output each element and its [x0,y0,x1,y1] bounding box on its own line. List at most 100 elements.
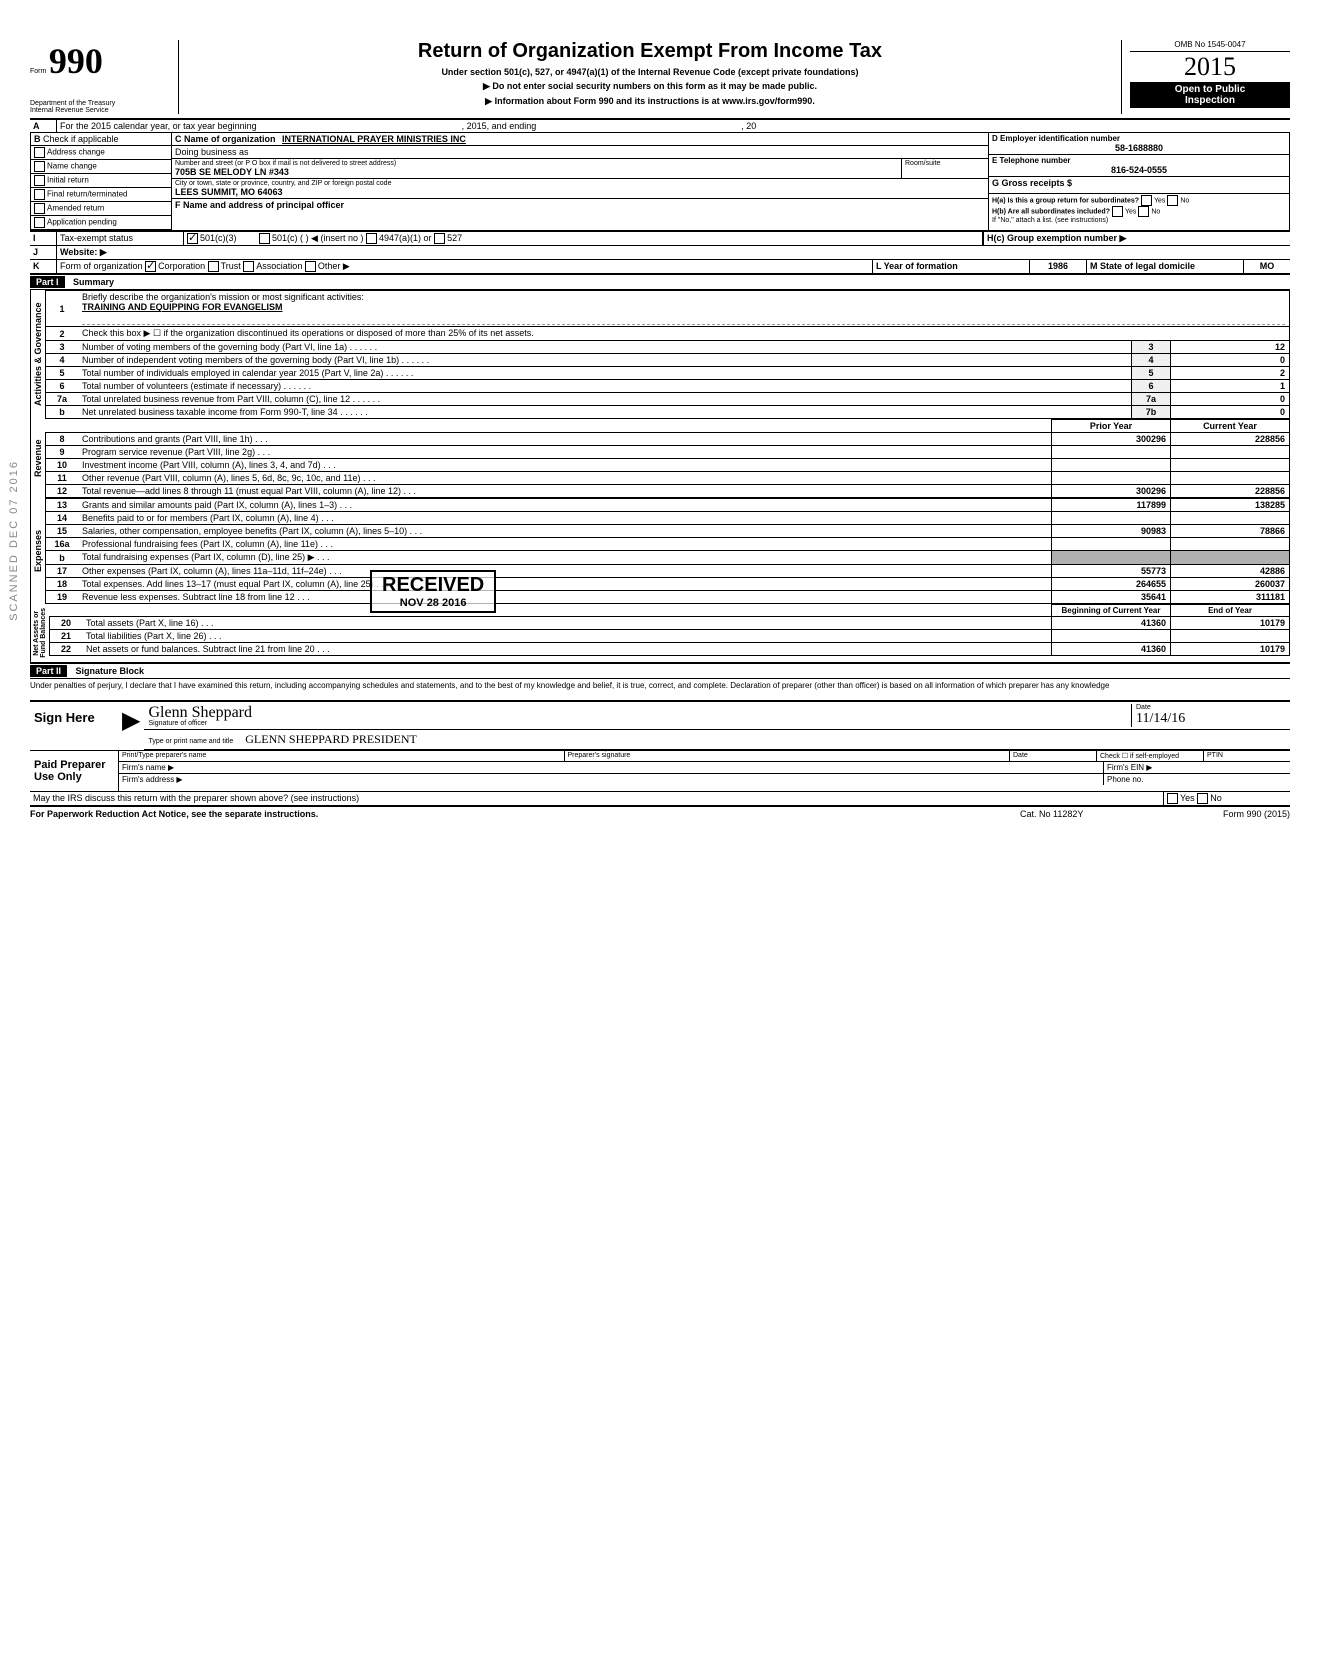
corp-label: Corporation [158,261,205,271]
street-value: 705B SE MELODY LN #343 [175,167,898,177]
line-22-prior: 41360 [1052,643,1171,656]
dba-label: Doing business as [172,146,988,159]
end-year-header: End of Year [1171,605,1290,617]
line-9-num: 9 [46,446,79,459]
line-13-prior: 117899 [1052,499,1171,512]
line-12-prior: 300296 [1052,485,1171,498]
line-13-desc: Grants and similar amounts paid (Part IX… [78,499,1052,512]
check-initial-return[interactable] [34,175,45,186]
d-label: D Employer identification number [992,134,1286,143]
line-6-num: 6 [46,380,79,393]
check-application-pending[interactable] [34,217,45,228]
line-3-num: 3 [46,341,79,354]
line-5-value: 2 [1171,367,1290,380]
line-18-desc: Total expenses. Add lines 13–17 (must eq… [78,578,1052,591]
city-label: City or town, state or province, country… [175,180,985,187]
line-16a-desc: Professional fundraising fees (Part IX, … [78,538,1052,551]
line-b-box: 7b [1132,406,1171,419]
check-name-change[interactable] [34,161,45,172]
trust-checkbox[interactable] [208,261,219,272]
check-amended-return[interactable] [34,203,45,214]
line-1-label: Briefly describe the organization's miss… [82,292,364,302]
date-value: 11/14/16 [1136,711,1286,727]
line-15-current: 78866 [1171,525,1290,538]
tax-year: 20201515 [1130,52,1290,82]
revenue-label: Revenue [30,419,45,498]
501c3-checkbox[interactable] [187,233,198,244]
line-b-desc: Net unrelated business taxable income fr… [78,406,1132,419]
other-checkbox[interactable] [305,261,316,272]
year-formation: 1986 [1030,260,1087,273]
line-3-box: 3 [1132,341,1171,354]
h-note: If "No," attach a list. (see instruction… [992,217,1286,224]
line-7a-box: 7a [1132,393,1171,406]
begin-year-header: Beginning of Current Year [1052,605,1171,617]
line-2-num: 2 [46,327,79,341]
form-footer: Form 990 (2015) [1170,809,1290,819]
line-21-num: 21 [50,630,83,643]
name-title-value: GLENN SHEPPARD PRESIDENT [245,732,417,746]
line-b-num: b [46,406,79,419]
g-label: G Gross receipts $ [992,178,1072,188]
line-8-desc: Contributions and grants (Part VIII, lin… [78,433,1052,446]
check-final-return-terminated[interactable] [34,189,45,200]
hb-no-checkbox[interactable] [1138,206,1149,217]
line-19-desc: Revenue less expenses. Subtract line 18 … [78,591,1052,604]
firm-addr-label: Firm's address ▶ [119,774,1104,785]
open-public-2: Inspection [1130,95,1290,106]
line-4-desc: Number of independent voting members of … [78,354,1132,367]
ha-yes-checkbox[interactable] [1141,195,1152,206]
line-14-prior [1052,512,1171,525]
501c-checkbox[interactable] [259,233,270,244]
line-17-num: 17 [46,565,79,578]
line-b-value: 0 [1171,406,1290,419]
line-14-desc: Benefits paid to or for members (Part IX… [78,512,1052,525]
hb-yes-checkbox[interactable] [1112,206,1123,217]
discuss-no-checkbox[interactable] [1197,793,1208,804]
ptin-label: PTIN [1204,751,1290,761]
state-domicile: MO [1244,260,1290,273]
line-15-desc: Salaries, other compensation, employee b… [78,525,1052,538]
check-label: Address change [47,148,105,157]
line-12-current: 228856 [1171,485,1290,498]
dept-treasury: Department of the Treasury [30,100,170,107]
line-18-current: 260037 [1171,578,1290,591]
527-checkbox[interactable] [434,233,445,244]
ha-no-checkbox[interactable] [1167,195,1178,206]
line-11-current [1171,472,1290,485]
line-9-current [1171,446,1290,459]
527-label: 527 [447,233,462,243]
f-label: F Name and address of principal officer [175,200,344,210]
check-label: Name change [47,162,97,171]
assoc-checkbox[interactable] [243,261,254,272]
name-title-label: Type or print name and title [148,738,233,745]
4947-checkbox[interactable] [366,233,377,244]
line-19-prior: 35641 [1052,591,1171,604]
irs-label: Internal Revenue Service [30,107,170,114]
check-address-change[interactable] [34,147,45,158]
line-10-current [1171,459,1290,472]
line-9-desc: Program service revenue (Part VIII, line… [78,446,1052,459]
city-value: LEES SUMMIT, MO 64063 [175,187,985,197]
line-20-current: 10179 [1171,617,1290,630]
ein-value: 58-1688880 [992,143,1286,153]
line-6-desc: Total number of volunteers (estimate if … [78,380,1132,393]
line-22-current: 10179 [1171,643,1290,656]
discuss-yes-checkbox[interactable] [1167,793,1178,804]
corp-checkbox[interactable] [145,261,156,272]
line-a-letter: A [30,120,57,132]
scanned-stamp: SCANNED DEC 07 2016 [8,460,20,621]
phone-no-label: Phone no. [1104,774,1290,785]
current-year-header: Current Year [1171,420,1290,433]
shaded-cell [1052,551,1171,565]
check-label: Initial return [47,176,89,185]
paperwork-notice: For Paperwork Reduction Act Notice, see … [30,809,1020,819]
line-b-label: Check if applicable [43,134,119,144]
check-label: Application pending [47,218,117,227]
line-15-num: 15 [46,525,79,538]
form-header: Form 990 Department of the Treasury Inte… [30,40,1290,120]
date-label: Date [1136,704,1151,711]
line-7a-desc: Total unrelated business revenue from Pa… [78,393,1132,406]
sig-officer-label: Signature of officer [148,720,207,727]
part2-header: Part II [30,665,67,677]
